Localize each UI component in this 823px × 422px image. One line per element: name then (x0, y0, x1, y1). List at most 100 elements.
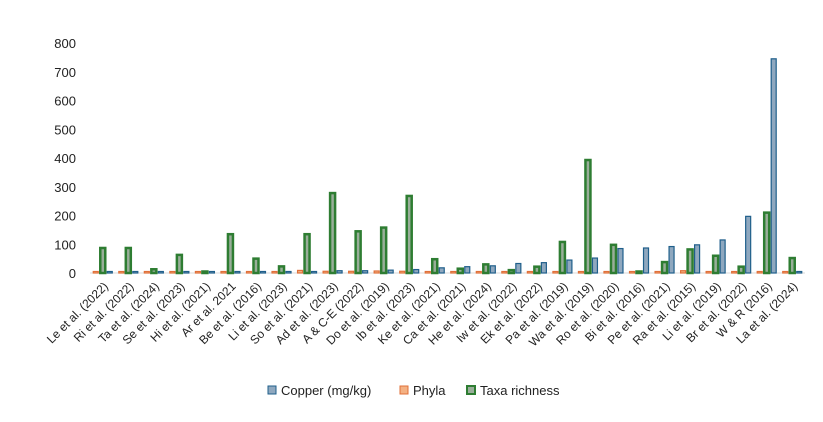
bar-taxa (762, 211, 771, 275)
legend-swatch (399, 385, 409, 395)
bar-copper (438, 267, 445, 274)
bar-taxa (150, 268, 158, 275)
bar-phyla (679, 270, 687, 274)
bar-copper (362, 270, 369, 274)
bar-phyla (424, 270, 431, 274)
bar-taxa (277, 265, 286, 275)
bar-taxa (303, 232, 311, 275)
bar-taxa (328, 191, 337, 275)
bar-taxa (533, 265, 541, 275)
bar-phyla (731, 270, 738, 274)
bar-taxa (558, 240, 567, 275)
bar-phyla (577, 270, 585, 274)
bar-phyla (450, 270, 457, 274)
bar-taxa (124, 246, 133, 275)
bar-copper (668, 245, 675, 274)
bar-taxa (686, 248, 694, 275)
bar-phyla (271, 270, 278, 274)
legend-swatch (466, 385, 476, 395)
bar-phyla (526, 270, 533, 274)
bar-taxa (788, 256, 796, 275)
y-tick-label: 800 (54, 36, 76, 51)
bar-taxa (175, 253, 184, 275)
legend-label: Copper (mg/kg) (281, 383, 371, 398)
legend-swatch (267, 385, 277, 395)
bar-copper (259, 270, 267, 274)
y-tick-label: 400 (54, 151, 76, 166)
bar-copper (566, 259, 573, 274)
bar-taxa (609, 243, 618, 275)
bar-phyla (654, 270, 661, 274)
y-tick-label: 700 (54, 65, 76, 80)
bar-copper (413, 268, 420, 274)
bar-copper (693, 244, 701, 274)
bar-phyla (756, 270, 763, 274)
y-tick-label: 500 (54, 122, 76, 137)
bar-copper (310, 270, 318, 274)
bar-copper (591, 257, 599, 274)
legend-label: Phyla (413, 383, 446, 398)
bar-taxa (635, 270, 643, 275)
bar-copper (208, 270, 216, 274)
bar-taxa (201, 270, 209, 275)
bar-taxa (507, 268, 516, 275)
bar-copper (796, 270, 803, 274)
bar-copper (515, 262, 522, 274)
bar-taxa (660, 260, 669, 275)
bar-phyla (705, 270, 712, 274)
bar-taxa (456, 267, 465, 275)
bar-phyla (322, 270, 329, 274)
bar-taxa (252, 257, 260, 275)
bar-phyla (296, 269, 304, 274)
bar-taxa (737, 265, 745, 275)
bar-phyla (501, 270, 508, 274)
bar-taxa (584, 158, 592, 275)
bar-taxa (379, 226, 388, 275)
y-tick-label: 200 (54, 209, 76, 224)
bar-copper (642, 247, 650, 274)
y-tick-label: 0 (69, 266, 76, 281)
bar-phyla (399, 270, 406, 274)
bar-copper (132, 270, 139, 274)
bar-copper (540, 262, 547, 274)
bar-copper (489, 265, 496, 274)
bar-copper (336, 270, 343, 274)
y-tick-label: 100 (54, 237, 76, 252)
bar-phyla (118, 270, 125, 274)
bar-copper (183, 270, 190, 274)
legend-label: Taxa richness (480, 383, 560, 398)
bar-copper (387, 269, 394, 274)
y-tick-label: 300 (54, 180, 76, 195)
bar-phyla (373, 270, 380, 274)
bar-phyla (782, 270, 789, 274)
bar-phyla (220, 270, 227, 274)
bar-copper (719, 239, 726, 274)
y-tick-label: 600 (54, 94, 76, 109)
bar-taxa (711, 254, 720, 275)
bar-phyla (245, 270, 253, 274)
bar-taxa (430, 257, 439, 275)
bar-phyla (475, 270, 482, 274)
bar-phyla (194, 270, 202, 274)
bar-taxa (354, 230, 362, 275)
bar-phyla (169, 270, 176, 274)
bar-copper (234, 270, 241, 274)
bar-phyla (603, 270, 610, 274)
bar-taxa (405, 194, 413, 275)
bar-copper (157, 270, 164, 274)
bar-phyla (92, 270, 99, 274)
bar-copper (745, 215, 752, 274)
bar-phyla (628, 270, 636, 274)
bar-taxa (482, 263, 490, 275)
bar-copper (285, 270, 292, 274)
bar-copper (106, 270, 113, 274)
bar-copper (770, 58, 777, 274)
bar-copper (464, 266, 471, 274)
bar-phyla (143, 270, 150, 274)
bar-phyla (348, 270, 355, 274)
bar-taxa (99, 246, 107, 275)
bar-taxa (226, 232, 235, 275)
bar-copper (617, 247, 624, 274)
